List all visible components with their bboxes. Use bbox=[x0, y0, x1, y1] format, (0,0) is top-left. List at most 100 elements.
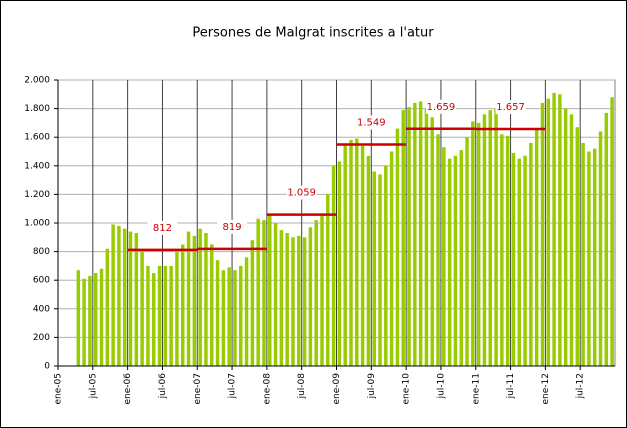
y-tick-label: 600 bbox=[33, 276, 50, 286]
bar bbox=[262, 220, 266, 366]
bar bbox=[134, 233, 139, 366]
bar bbox=[291, 237, 295, 366]
bar bbox=[581, 142, 585, 366]
x-tick-label: ene-10 bbox=[402, 373, 412, 405]
bar bbox=[523, 155, 527, 366]
bar bbox=[494, 108, 498, 366]
bar bbox=[442, 147, 446, 366]
bar bbox=[505, 135, 510, 366]
average-label-bg bbox=[147, 220, 178, 235]
bar bbox=[610, 97, 614, 366]
bar bbox=[76, 270, 81, 366]
average-label-bg bbox=[425, 99, 456, 114]
bar bbox=[534, 128, 539, 366]
bar bbox=[558, 94, 562, 367]
x-tick-label: ene-11 bbox=[471, 373, 481, 404]
bar bbox=[447, 158, 452, 366]
bar bbox=[343, 144, 347, 366]
bar bbox=[384, 165, 388, 366]
bar bbox=[563, 108, 568, 366]
average-label: 1.549 bbox=[357, 117, 386, 128]
bar bbox=[465, 137, 469, 366]
average-label-bg bbox=[286, 185, 317, 200]
average-label-bg bbox=[356, 115, 387, 130]
bar bbox=[407, 107, 411, 367]
bar bbox=[540, 102, 545, 366]
x-tick-label: jul-05 bbox=[88, 373, 98, 399]
bar bbox=[175, 251, 179, 366]
y-tick-label: 1.800 bbox=[24, 104, 50, 114]
y-tick-label: 400 bbox=[33, 304, 50, 314]
bar bbox=[88, 275, 92, 366]
bar bbox=[488, 110, 492, 366]
x-tick-label: jul-12 bbox=[576, 373, 586, 399]
bar bbox=[389, 151, 394, 366]
bar bbox=[418, 101, 423, 366]
bar bbox=[204, 233, 208, 366]
bar bbox=[273, 223, 278, 366]
bar bbox=[279, 230, 284, 366]
bar bbox=[285, 233, 289, 366]
bar bbox=[430, 117, 434, 367]
x-tick-label: ene-12 bbox=[541, 373, 551, 404]
y-tick-label: 1.200 bbox=[24, 190, 50, 200]
bar bbox=[99, 268, 104, 366]
bar bbox=[424, 108, 429, 366]
bar bbox=[181, 244, 185, 366]
bar bbox=[575, 127, 580, 366]
average-label: 1.059 bbox=[287, 188, 316, 199]
bar bbox=[163, 265, 168, 366]
bar bbox=[592, 148, 597, 366]
x-tick-label: jul-08 bbox=[297, 373, 307, 400]
x-tick-label: ene-07 bbox=[193, 373, 203, 404]
average-label: 1.657 bbox=[496, 102, 525, 113]
bar bbox=[401, 110, 405, 366]
bar bbox=[239, 265, 243, 366]
bar bbox=[569, 114, 574, 366]
bar bbox=[128, 231, 133, 366]
average-label-bg bbox=[217, 219, 248, 234]
bar bbox=[355, 138, 359, 366]
average-label: 819 bbox=[223, 222, 242, 233]
bar bbox=[546, 98, 551, 366]
bar bbox=[552, 92, 556, 367]
bar bbox=[529, 142, 533, 366]
bar bbox=[215, 260, 220, 366]
bar bbox=[302, 237, 307, 366]
x-tick-label: ene-06 bbox=[123, 373, 133, 405]
bar bbox=[413, 102, 417, 366]
bar bbox=[331, 165, 336, 366]
average-label-bg bbox=[495, 100, 526, 115]
bar bbox=[511, 152, 516, 366]
y-tick-label: 800 bbox=[33, 247, 50, 257]
bar bbox=[395, 128, 400, 366]
bar bbox=[140, 251, 144, 366]
y-tick-label: 200 bbox=[33, 333, 50, 343]
x-tick-label: jul-07 bbox=[228, 373, 238, 399]
bar bbox=[244, 257, 249, 366]
bar bbox=[297, 235, 301, 366]
bar bbox=[250, 240, 255, 366]
x-tick-label: jul-10 bbox=[436, 373, 446, 400]
bar bbox=[326, 194, 330, 366]
bar bbox=[151, 273, 156, 366]
bar bbox=[453, 155, 458, 366]
bar bbox=[117, 225, 121, 366]
bar bbox=[378, 174, 382, 366]
bar bbox=[349, 140, 353, 366]
x-tick-label: jul-09 bbox=[367, 373, 377, 400]
bar bbox=[366, 155, 371, 366]
bar bbox=[192, 235, 197, 366]
bar bbox=[157, 265, 162, 366]
x-tick-label: ene-05 bbox=[54, 373, 64, 404]
y-tick-label: 1.600 bbox=[24, 133, 50, 143]
y-tick-label: 0 bbox=[44, 362, 50, 372]
bar bbox=[268, 214, 272, 366]
bar bbox=[111, 224, 115, 366]
bar bbox=[122, 228, 127, 366]
bar bbox=[105, 248, 110, 366]
average-label: 812 bbox=[153, 223, 172, 234]
y-tick-label: 2.000 bbox=[24, 76, 50, 86]
bar bbox=[337, 161, 342, 366]
